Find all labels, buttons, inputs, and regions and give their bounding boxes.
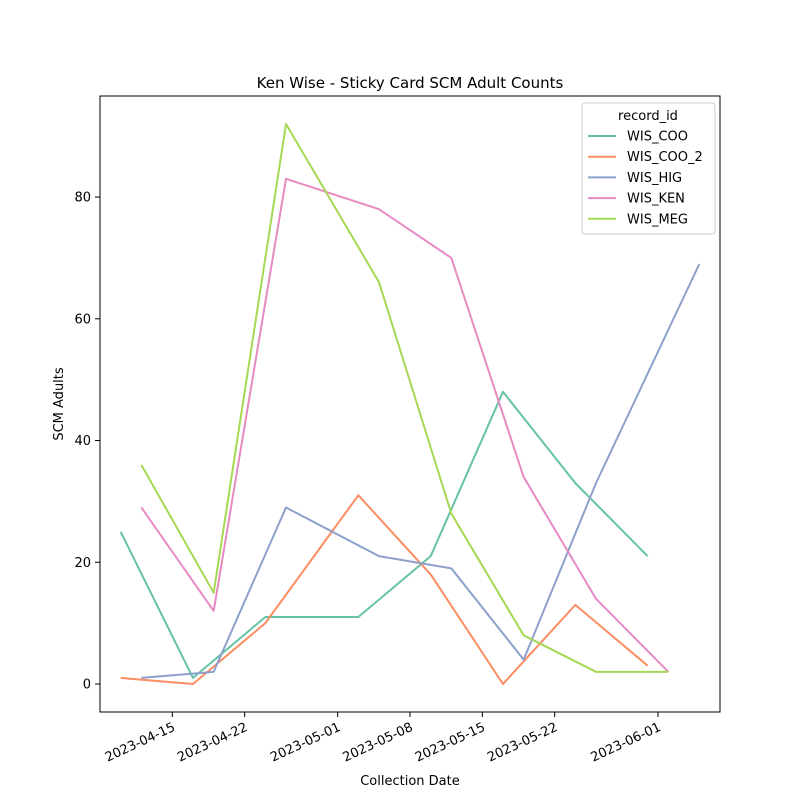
series-line-wis-coo: [119, 390, 649, 679]
series-line-wis-hig: [141, 263, 701, 679]
y-axis-label: SCM Adults: [52, 367, 67, 441]
series-line-wis-meg: [140, 123, 669, 673]
legend-label: WIS_COO: [627, 130, 688, 145]
plot-lines: [119, 123, 701, 685]
legend: record_id WIS_COO WIS_COO_2 WIS_HIG WIS_KEN…: [581, 102, 716, 235]
chart-title: Ken Wise - Sticky Card SCM Adult Counts: [257, 74, 564, 92]
y-tick-label: 40: [74, 434, 91, 449]
x-tick-label: 2023-05-01: [268, 720, 343, 766]
y-tick-label: 80: [74, 191, 91, 206]
legend-label: WIS_MEG: [627, 212, 688, 227]
x-tick-label: 2023-06-01: [589, 720, 664, 766]
x-tick-label: 2023-05-08: [341, 720, 416, 766]
y-tick-label: 60: [74, 312, 91, 327]
x-tick-label: 2023-05-15: [413, 720, 488, 766]
series-line-wis-ken: [140, 177, 670, 673]
y-tick-label: 20: [74, 556, 91, 571]
y-tick-label: 0: [83, 678, 91, 693]
legend-label: WIS_KEN: [627, 192, 685, 207]
x-tick-label: 2023-05-22: [485, 720, 560, 766]
legend-label: WIS_COO_2: [627, 150, 703, 165]
legend-title: record_id: [618, 109, 678, 124]
legend-label: WIS_HIG: [627, 171, 682, 186]
x-axis-label: Collection Date: [360, 774, 460, 789]
y-axis: 0 20 40 60 80: [74, 191, 100, 693]
x-tick-label: 2023-04-15: [103, 720, 178, 766]
series-line-wis-coo-2: [120, 494, 649, 685]
x-tick-label: 2023-04-22: [175, 720, 250, 766]
